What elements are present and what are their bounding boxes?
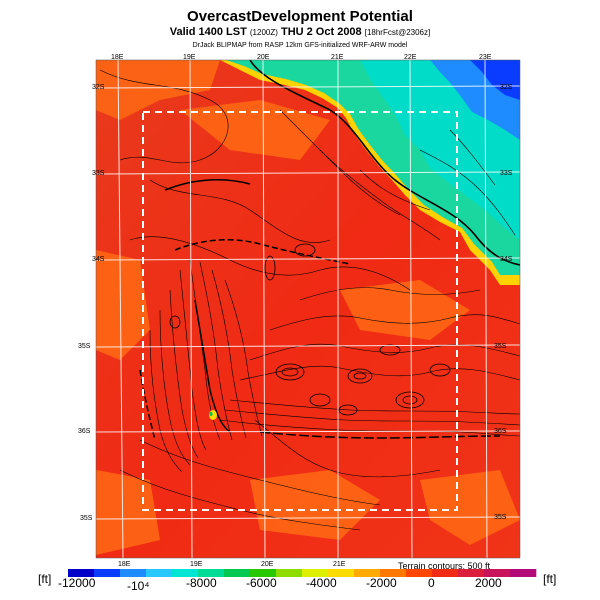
lon-label-top-22e: 22E [404, 54, 417, 61]
lat-label-right-36s: 36S [494, 428, 507, 435]
lon-label-top-18e: 18E [111, 54, 124, 61]
inner-domain-box [142, 111, 458, 511]
lat-label-right-33s: 33S [500, 170, 513, 177]
forecast-info: [18hrFcst@2306z] [364, 28, 431, 37]
colorbar-tick-label: 2000 [475, 576, 502, 590]
colorbar-tick-label: -2000 [366, 576, 397, 590]
lat-label-right-35s: 35S [494, 343, 507, 350]
colorbar-tick-label: -12000 [58, 576, 96, 590]
chart-title: OvercastDevelopment Potential [187, 8, 413, 25]
lat-label-left-35s-b: 35S [80, 515, 93, 522]
terrain-contours-note: Terrain contours: 500 ft [398, 561, 491, 571]
lat-lon-grid [96, 60, 520, 558]
colorbar-swatch [276, 569, 303, 577]
thick-contours [139, 179, 501, 441]
colorbar-unit-left: [ft] [38, 572, 52, 586]
lat-label-right-32s: 32S [500, 84, 513, 91]
lat-label-right-34s: 34S [500, 256, 513, 263]
valid-date: THU 2 Oct 2008 [280, 26, 362, 38]
coastline [249, 60, 520, 266]
lon-label-top-21e: 21E [331, 54, 344, 61]
colorbar-tick-label: -4000 [306, 576, 337, 590]
colorbar-swatch [510, 569, 537, 577]
colorbar-tick-label: -6000 [246, 576, 277, 590]
model-credit: DrJack BLIPMAP from RASP 12km GFS-initia… [192, 42, 408, 49]
colorbar-swatch [120, 569, 147, 577]
colorbar-swatch [172, 569, 199, 577]
map-frame [95, 59, 521, 559]
colorbar [68, 569, 537, 577]
contour-loops [169, 243, 451, 416]
lon-label-bottom-20e: 20E [261, 561, 274, 568]
colorbar-swatch [94, 569, 121, 577]
colorbar-unit-right: [ft] [543, 572, 557, 586]
colorbar-swatch [198, 569, 225, 577]
lat-label-left-32s: 32S [92, 84, 105, 91]
valid-time-code: (1200Z) [249, 28, 278, 37]
lon-label-top-20e: 20E [257, 54, 270, 61]
colorbar-tick-label: -10⁴ [127, 579, 150, 593]
lon-label-top-23e: 23E [479, 54, 492, 61]
valid-main: Valid 1400 LST [169, 26, 247, 38]
colorbar-tick-label: 0 [428, 576, 435, 590]
lat-label-left-34s: 34S [92, 256, 105, 263]
colorbar-tick-label: -8000 [186, 576, 217, 590]
lon-label-bottom-18e: 18E [118, 561, 131, 568]
colorbar-swatch [224, 569, 251, 577]
terrain-contours [99, 69, 520, 531]
lat-label-left-33s: 33S [92, 170, 105, 177]
lon-label-top-19e: 19E [183, 54, 196, 61]
colorbar-swatch [302, 569, 329, 577]
lon-label-bottom-21e: 21E [333, 561, 346, 568]
colorbar-swatch [354, 569, 381, 577]
hotspot-green [209, 412, 213, 416]
colorbar-swatch [328, 569, 355, 577]
colorbar-swatch [406, 569, 433, 577]
ocean-deep-inner [470, 60, 520, 100]
valid-time-line: Valid 1400 LST (1200Z) THU 2 Oct 2008 [1… [0, 26, 600, 38]
lat-label-left-35s: 35S [78, 343, 91, 350]
lat-label-right-35s-b: 35S [494, 514, 507, 521]
colorbar-swatch [380, 569, 407, 577]
colorbar-swatch [68, 569, 95, 577]
colorbar-swatch [432, 569, 459, 577]
colorbar-swatch [484, 569, 511, 577]
lon-label-bottom-19e: 19E [190, 561, 203, 568]
colorbar-swatch [250, 569, 277, 577]
lat-label-left-36s: 36S [78, 428, 91, 435]
colorbar-swatch [146, 569, 173, 577]
colorbar-swatch [458, 569, 485, 577]
